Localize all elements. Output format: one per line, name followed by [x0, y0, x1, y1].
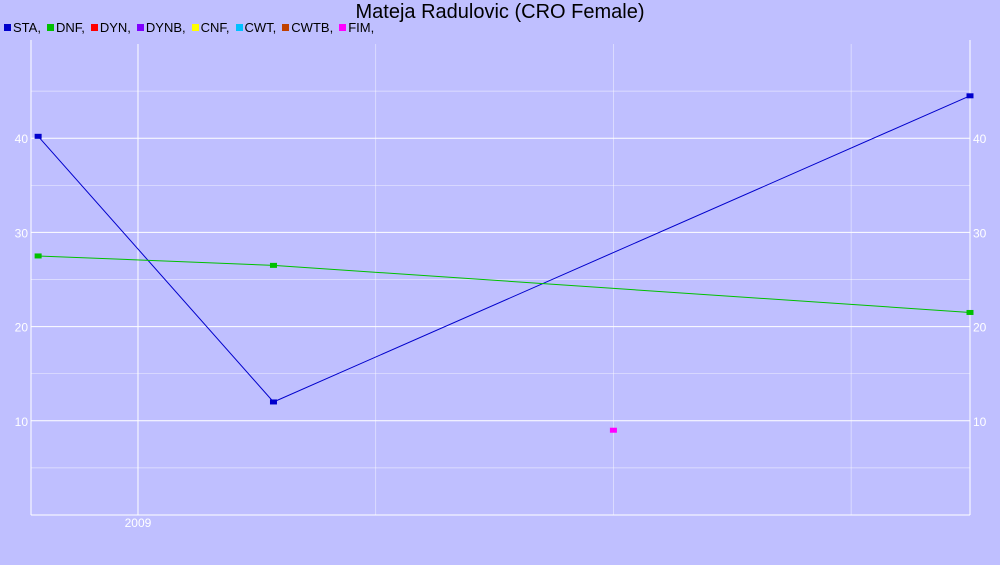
y-tick-label-left: 40 — [15, 132, 29, 146]
legend-label: DYN, — [99, 20, 131, 35]
series — [34, 93, 974, 433]
legend-item-cwtb: CWTB, — [282, 20, 333, 35]
data-point-sta — [966, 93, 974, 99]
y-tick-label-right: 30 — [973, 226, 987, 240]
legend-label: STA, — [13, 20, 41, 35]
data-point-dnf — [269, 262, 277, 268]
legend-swatch — [282, 24, 290, 31]
legend-item-dynb: DYNB, — [136, 20, 186, 35]
legend-label: FIM, — [348, 20, 375, 35]
data-point-sta — [269, 399, 277, 405]
data-point-dnf — [966, 309, 974, 315]
legend-item-cnf: CNF, — [191, 20, 230, 35]
legend-swatch — [136, 24, 144, 31]
legend-label: DYNB, — [145, 20, 186, 35]
legend: STA, DNF, DYN, DYNB, CNF, CWT, CWTB, FIM, — [4, 20, 380, 35]
axes: 10 10 20 20 30 30 40 40 2009 — [15, 40, 987, 530]
y-tick-label-left: 30 — [15, 226, 29, 240]
y-tick-label-left: 20 — [15, 321, 29, 335]
legend-swatch — [339, 24, 347, 31]
legend-label: DNF, — [55, 20, 85, 35]
series-line-dnf — [38, 255, 971, 313]
legend-label: CWTB, — [291, 20, 334, 35]
y-tick-label-left: 10 — [15, 415, 29, 429]
legend-item-cwt: CWT, — [235, 20, 277, 35]
series-fim — [609, 427, 617, 433]
legend-item-dnf: DNF, — [46, 20, 85, 35]
legend-label: CNF, — [200, 20, 230, 35]
series-sta — [34, 93, 974, 405]
legend-swatch — [90, 24, 98, 31]
legend-label: CWT, — [244, 20, 277, 35]
x-tick-label: 2009 — [125, 516, 152, 530]
data-point-sta — [34, 133, 42, 139]
legend-swatch — [4, 24, 11, 31]
legend-swatch — [191, 24, 199, 31]
data-point-dnf — [34, 253, 42, 259]
y-tick-label-right: 20 — [973, 321, 987, 335]
legend-item-sta: STA, — [4, 20, 41, 35]
grid — [31, 44, 970, 515]
y-tick-label-right: 40 — [973, 132, 987, 146]
data-point-fim — [609, 427, 617, 433]
series-dnf — [34, 253, 974, 315]
y-tick-label-right: 10 — [973, 415, 987, 429]
legend-swatch — [46, 24, 54, 31]
legend-item-dyn: DYN, — [90, 20, 131, 35]
legend-swatch — [235, 24, 243, 31]
series-line-sta — [37, 95, 971, 403]
chart-title: Mateja Radulovic (CRO Female) — [355, 1, 645, 23]
legend-item-fim: FIM, — [339, 20, 374, 35]
